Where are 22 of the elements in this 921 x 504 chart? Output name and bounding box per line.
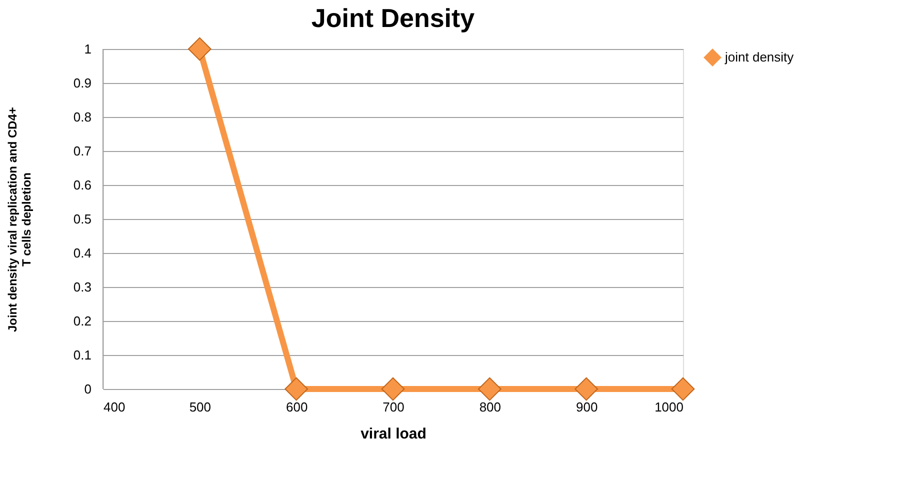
x-tick-label: 700: [382, 400, 404, 414]
x-tick-label: 400: [104, 400, 126, 414]
y-tick-label: 0.8: [73, 110, 92, 124]
y-tick-label: 0.1: [73, 348, 92, 362]
y-tick-label: 0.3: [73, 280, 92, 294]
y-tick-label: 0.6: [73, 178, 92, 192]
x-tick-label: 900: [576, 400, 598, 414]
legend-label: joint density: [724, 50, 794, 64]
y-tick-label: 1: [84, 42, 92, 56]
y-axis-title: Joint density viral replication and CD4+ T cells depletion: [5, 106, 34, 332]
y-tick-label: 0.7: [73, 144, 92, 158]
y-tick-label: 0.5: [73, 212, 92, 226]
x-tick-label: 1000: [654, 400, 684, 414]
y-tick-label: 0.4: [73, 246, 92, 260]
y-tick-label: 0.9: [73, 76, 92, 90]
x-axis-title: viral load: [360, 426, 426, 442]
x-tick-label: 800: [479, 400, 502, 414]
x-tick-label: 500: [189, 400, 212, 414]
y-tick-label: 0.2: [73, 314, 92, 328]
x-tick-label: 600: [286, 400, 308, 414]
y-tick-label: 0: [84, 382, 92, 396]
chart-title: Joint Density: [311, 2, 476, 33]
